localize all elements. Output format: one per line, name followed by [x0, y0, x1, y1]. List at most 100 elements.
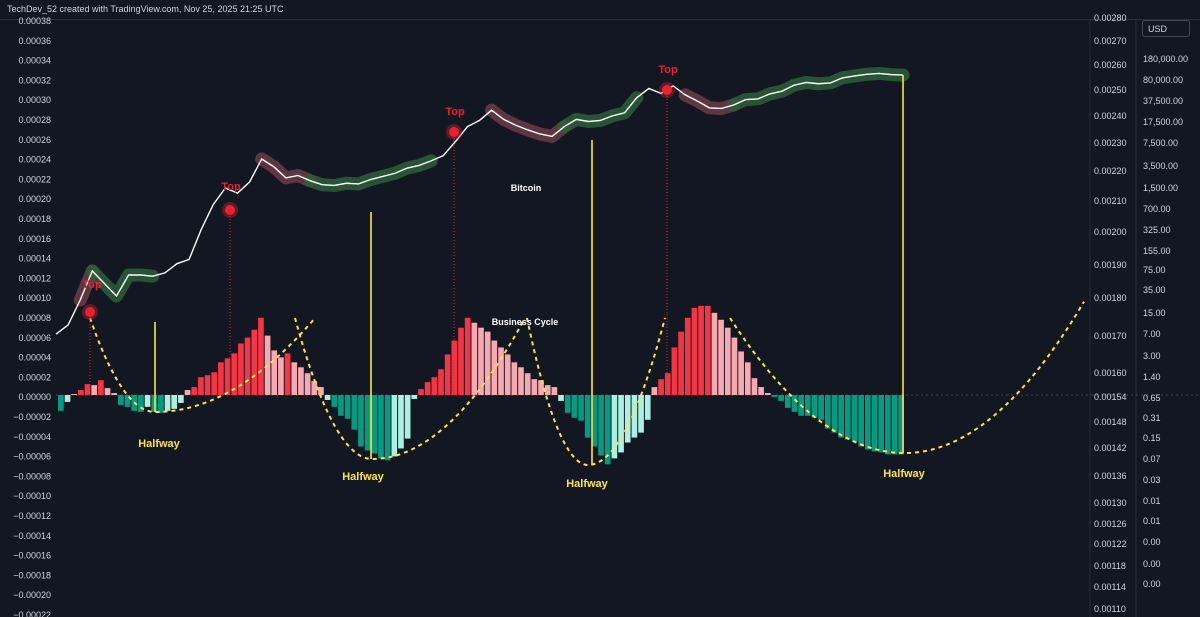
- right-axis-tick: 0.01: [1143, 516, 1161, 526]
- trend-highlight: [303, 154, 438, 192]
- cycle-bar: [711, 312, 718, 395]
- bitcoin-price-line: [55, 72, 904, 335]
- cycle-bar: [124, 395, 131, 407]
- cycle-bar: [844, 395, 851, 440]
- cycle-bar: [484, 331, 491, 395]
- left-axis-tick: 0.00002: [18, 372, 51, 382]
- cycle-bar: [211, 372, 218, 395]
- halfway-label: Halfway: [566, 478, 608, 490]
- left-axis-tick: 0.00000: [18, 392, 51, 402]
- mid-axis-tick: 0.00280: [1094, 13, 1127, 23]
- cycle-bar: [318, 387, 324, 395]
- cycle-bar: [398, 395, 404, 449]
- right-axis-tick: 0.65: [1143, 393, 1161, 403]
- cycle-bar: [464, 317, 471, 395]
- cycle-bar: [171, 395, 178, 409]
- left-axis-tick: 0.00032: [18, 75, 51, 85]
- mid-axis-tick: 0.00220: [1094, 166, 1127, 176]
- cycle-bar: [624, 395, 631, 443]
- cycle-bar: [551, 387, 558, 395]
- cycle-bar: [371, 395, 378, 454]
- right-axis-tick: 700.00: [1143, 204, 1171, 214]
- cycle-bar: [251, 329, 258, 395]
- cycle-bar: [338, 395, 344, 416]
- cycle-bar: [544, 385, 551, 395]
- cycle-bar: [311, 381, 318, 395]
- left-axis-tick: −0.00020: [13, 590, 51, 600]
- mid-axis-tick: 0.00118: [1094, 561, 1126, 571]
- left-axis-tick: −0.00018: [13, 570, 51, 580]
- left-axis-tick: 0.00022: [18, 174, 51, 184]
- top-marker-dot: [85, 307, 95, 317]
- cycle-bar: [631, 395, 638, 438]
- cycle-bar: [384, 395, 391, 461]
- cycle-bar: [118, 395, 124, 405]
- cycle-bar: [871, 395, 878, 452]
- cycle-bar: [831, 395, 838, 433]
- cycle-bar: [511, 362, 518, 395]
- mid-axis-tick: 0.00142: [1094, 443, 1127, 453]
- right-axis-tick: 3.00: [1143, 351, 1161, 361]
- mid-axis-tick: 0.00110: [1094, 604, 1126, 614]
- top-marker-dot: [225, 205, 235, 215]
- cycle-bar: [184, 390, 191, 395]
- halfway-label: Halfway: [883, 468, 925, 480]
- cycle-bar: [178, 395, 184, 403]
- mid-axis-tick: 0.00114: [1094, 582, 1126, 592]
- left-axis-tick: 0.00028: [18, 115, 51, 125]
- mid-axis-tick: 0.00200: [1094, 227, 1127, 237]
- cycle-bar: [678, 331, 684, 395]
- cycle-bar: [644, 395, 651, 420]
- halfway-arc: [729, 301, 1085, 454]
- right-axis-tick: 75.00: [1143, 265, 1166, 275]
- top-marker-dot: [662, 85, 672, 95]
- right-axis-tick: 37,500.00: [1143, 96, 1183, 106]
- halfway-label: Halfway: [342, 471, 384, 483]
- mid-axis-tick: 0.00160: [1094, 368, 1127, 378]
- cycle-bar: [731, 337, 738, 395]
- right-axis-tick: 35.00: [1143, 285, 1166, 295]
- cycle-bar: [71, 394, 78, 396]
- cycle-bar: [564, 395, 571, 413]
- mid-axis-tick: 0.00240: [1094, 111, 1127, 121]
- right-axis-tick: 0.00: [1143, 537, 1161, 547]
- cycle-bar: [891, 395, 898, 455]
- left-axis-tick: 0.00018: [18, 214, 51, 224]
- mid-axis-tick: 0.00136: [1094, 471, 1127, 481]
- trend-highlight: [727, 66, 910, 112]
- cycle-bar: [231, 353, 238, 395]
- cycle-bar: [791, 395, 798, 412]
- left-axis-tick: −0.00022: [13, 610, 51, 617]
- mid-axis-tick: 0.00210: [1094, 196, 1127, 206]
- top-label: Top: [445, 106, 465, 118]
- cycle-bar: [391, 395, 398, 457]
- right-axis-tick: 0.01: [1143, 496, 1161, 506]
- cycle-bar: [571, 395, 578, 418]
- cycle-bar: [331, 395, 338, 407]
- right-axis-tick: 0.07: [1143, 454, 1161, 464]
- right-axis-tick: 155.00: [1143, 246, 1171, 256]
- cycle-bar: [811, 395, 818, 418]
- cycle-bar: [224, 358, 231, 395]
- bitcoin-series-label: Bitcoin: [511, 183, 542, 193]
- cycle-bar: [291, 362, 298, 395]
- cycle-bar: [651, 387, 658, 395]
- currency-selector[interactable]: USD: [1142, 20, 1190, 37]
- right-axis-tick: 7.00: [1143, 329, 1161, 339]
- left-axis-tick: −0.00006: [13, 452, 51, 462]
- left-axis-tick: −0.00008: [13, 471, 51, 481]
- cycle-bar: [271, 350, 278, 395]
- cycle-bar: [218, 362, 224, 395]
- cycle-bar: [104, 388, 111, 395]
- cycle-bar: [64, 395, 71, 402]
- left-axis-tick: −0.00014: [13, 531, 51, 541]
- cycle-bar: [458, 327, 464, 395]
- cycle-bar: [144, 395, 151, 407]
- right-axis-tick: 80,000.00: [1143, 75, 1183, 85]
- cycle-bar: [164, 395, 171, 411]
- cycle-bar: [84, 384, 91, 395]
- cycle-bar: [804, 395, 811, 416]
- top-label: Top: [82, 279, 102, 291]
- cycle-bar: [538, 380, 544, 395]
